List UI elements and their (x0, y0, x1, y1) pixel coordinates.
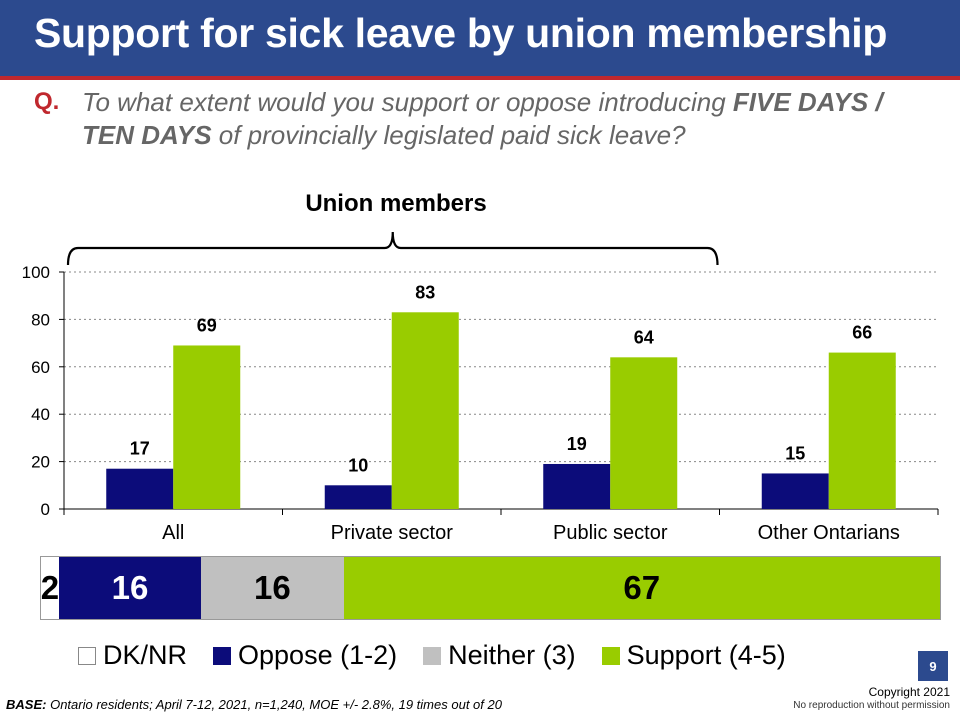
data-label: 69 (197, 315, 217, 335)
stacked-segment: 16 (201, 557, 344, 619)
x-tick-label: Public sector (553, 522, 668, 544)
title-rule (0, 76, 960, 80)
bar-oppose (324, 485, 392, 509)
legend-swatch (78, 646, 96, 665)
data-label: 64 (634, 327, 654, 347)
data-label: 19 (567, 434, 587, 454)
union-members-label: Union members (305, 190, 487, 217)
stacked-segment: 67 (343, 557, 940, 619)
title-bar (0, 0, 960, 76)
legend-label: Neither (3) (448, 640, 576, 670)
no-reproduction-text: No reproduction without permission (793, 700, 950, 711)
base-note: BASE: Ontario residents; April 7-12, 202… (6, 697, 502, 712)
data-label: 83 (415, 282, 435, 302)
bar-support (828, 352, 896, 509)
x-tick-label: All (162, 522, 184, 544)
legend-item: Support (4-5) (601, 640, 786, 671)
legend-label: DK/NR (103, 640, 188, 670)
legend-swatch (213, 646, 232, 665)
y-tick-label: 20 (31, 453, 50, 472)
bar-support (391, 312, 459, 509)
bar-oppose (761, 473, 829, 509)
data-label: 15 (785, 443, 805, 463)
copyright: Copyright 2021 No reproduction without p… (793, 686, 950, 712)
bar-oppose (543, 463, 611, 509)
legend-label: Oppose (1-2) (238, 640, 398, 670)
y-tick-label: 100 (22, 263, 50, 282)
question-emphasis: FIVE DAYS / TEN DAYS (82, 87, 883, 150)
question-text: To what extent would you support or oppo… (82, 86, 922, 152)
y-tick-label: 80 (31, 310, 50, 329)
data-label: 66 (852, 323, 872, 343)
legend-item: DK/NR (78, 640, 187, 671)
question-part2: of provincially legislated paid sick lea… (218, 120, 686, 150)
bar-support (173, 345, 241, 509)
legend-swatch (423, 646, 442, 665)
legend-label: Support (4-5) (626, 640, 786, 670)
stacked-segment: 2 (41, 557, 59, 619)
x-tick-label: Other Ontarians (758, 522, 900, 544)
legend-swatch (601, 646, 620, 665)
copyright-text: Copyright 2021 (868, 685, 950, 699)
union-members-bracket (66, 231, 719, 266)
base-text: Ontario residents; April 7-12, 2021, n=1… (50, 697, 502, 712)
y-tick-label: 0 (41, 500, 50, 519)
data-label: 17 (130, 439, 150, 459)
bar-oppose (106, 468, 174, 509)
bar-support (610, 357, 678, 509)
legend-item: Neither (3) (423, 640, 576, 671)
data-label: 10 (348, 455, 368, 475)
base-label: BASE: (6, 697, 47, 712)
page-number: 9 (918, 651, 948, 681)
overall-stacked-bar: 2 16 16 67 (40, 556, 941, 620)
legend: DK/NR Oppose (1-2) Neither (3) Support (4-5… (78, 640, 812, 671)
bar-chart: 0 20 40 60 80 100 17 69 All 10 83 Private sector 19 6… (22, 231, 939, 544)
page-title: Support for sick leave by union membersh… (34, 10, 888, 56)
legend-item: Oppose (1-2) (213, 640, 397, 671)
stacked-segment: 16 (58, 557, 202, 619)
question-prefix: Q. (34, 88, 60, 115)
question-part1: To what extent would you support or oppo… (82, 87, 726, 117)
y-tick-label: 60 (31, 358, 50, 377)
y-tick-label: 40 (31, 405, 50, 424)
x-tick-label: Private sector (331, 522, 454, 544)
